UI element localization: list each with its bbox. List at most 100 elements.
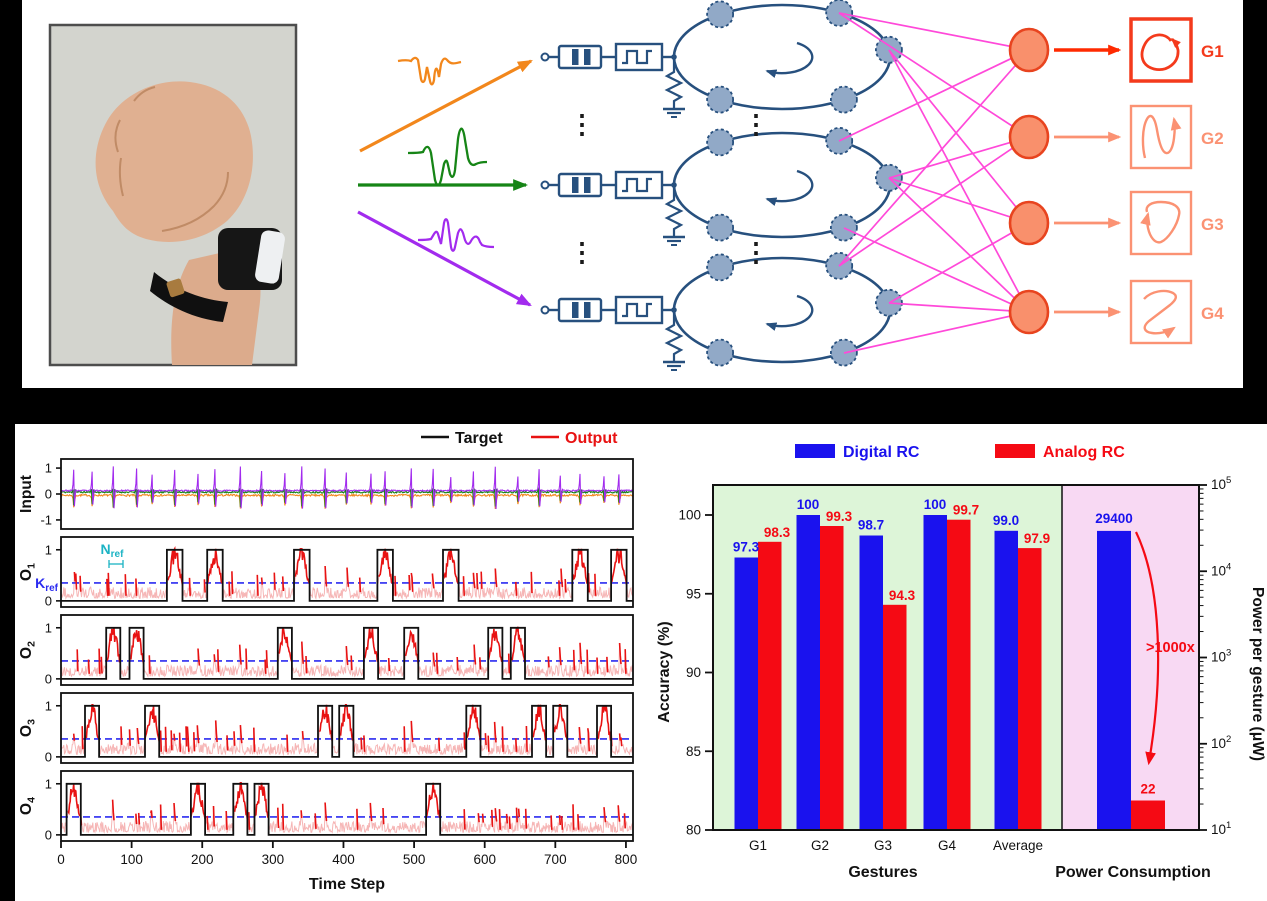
y-tick-label: 1 [45, 620, 52, 635]
power-tick-label: 105 [1211, 475, 1231, 492]
readout-weight-line [888, 49, 1030, 313]
x-tick-label: 800 [615, 852, 638, 867]
finger-creases [114, 86, 229, 232]
left-axis-title: Accuracy (%) [656, 621, 673, 722]
output-neuron-2 [1008, 114, 1050, 160]
legend-analog-swatch [995, 444, 1035, 458]
readout-connections [838, 12, 1030, 354]
gesture-glyph-g3-icon [1140, 200, 1181, 244]
gesture-label-g1: G1 [1201, 42, 1224, 61]
input-terminal-icon [540, 180, 550, 190]
legend-output-label: Output [565, 430, 618, 447]
gestures-section-label: Gestures [848, 864, 917, 881]
readout-weight-line [843, 227, 1030, 313]
cycle-arrow-icon [765, 294, 814, 331]
fist [95, 81, 253, 242]
panel-frame [60, 614, 634, 686]
reservoir-node [875, 35, 903, 64]
input-terminal-icon [540, 305, 550, 315]
output-trace-high [73, 545, 628, 596]
vdots-icon: ⋮ [743, 109, 769, 139]
bar-power-analog [1131, 800, 1165, 830]
power-tick-label: 102 [1211, 734, 1231, 751]
bar-digital-G4 [923, 515, 947, 830]
value-label-analog: 94.3 [889, 588, 916, 603]
readout-weight-line [888, 49, 1030, 224]
value-label-analog: 99.7 [953, 503, 979, 518]
panel-frame [60, 770, 634, 842]
value-label-digital: 100 [797, 497, 820, 512]
y-tick-label: 0 [45, 593, 52, 608]
value-label-analog: 98.3 [764, 525, 791, 540]
output-trace-low [60, 782, 634, 835]
target-trace [61, 548, 633, 602]
x-tick-label: 0 [57, 852, 65, 867]
accuracy-tick-label: 85 [686, 744, 701, 759]
readout-weight-line [838, 12, 1030, 138]
gesture-boxes [1129, 17, 1193, 345]
readout-weight-line [888, 177, 1030, 313]
accuracy-power-bar-chart: Digital RC Analog RC 80 85 90 95 100 101 102 10… [656, 444, 1266, 881]
purple-signal-icon [417, 218, 495, 252]
purple-input-arrow [357, 210, 532, 307]
shunt-resistor-icon [664, 185, 684, 237]
power-tick-label: 104 [1211, 561, 1231, 578]
output-trace-high [76, 626, 627, 674]
reservoir-node [706, 85, 734, 114]
x-tick-label: 600 [473, 852, 496, 867]
input-terminal-icon [540, 52, 550, 62]
gesture-label-g2: G2 [1201, 129, 1224, 148]
readout-weight-line [838, 12, 1030, 51]
x-tick-label: 500 [403, 852, 426, 867]
reservoir-ring [672, 3, 892, 111]
bar-analog-G1 [758, 541, 782, 830]
power-reduction-arrow [1135, 531, 1160, 766]
power-value-digital: 29400 [1095, 511, 1133, 526]
category-label: G3 [874, 838, 892, 853]
orange-signal-icon [397, 56, 462, 86]
accuracy-tick-label: 100 [678, 508, 701, 523]
y-tick-label: 1 [45, 776, 52, 791]
panel-label: O3 [18, 719, 38, 737]
power-reduction-annotation: >1000x [1146, 640, 1195, 656]
output-traces-chart: Target Output 10-1Input10O1NrefKref10O21… [18, 430, 638, 893]
category-label: G2 [811, 838, 829, 853]
vdots-icon: ⋮ [569, 237, 595, 267]
vdots-icon: ⋮ [569, 109, 595, 139]
gesture-glyph-g4-icon [1143, 289, 1178, 339]
reservoir-ring [672, 256, 892, 364]
x-tick-label: 300 [262, 852, 285, 867]
legend-target-label: Target [455, 430, 503, 447]
y-tick-label: 1 [45, 698, 52, 713]
power-value-analog: 22 [1140, 782, 1155, 797]
y-tick-label: -1 [40, 512, 52, 527]
reservoir-computing-diagram: ⋮ ⋮ ⋮ ⋮ G1 G2 G3 G4 [48, 0, 1224, 371]
bar-digital-G2 [796, 515, 820, 830]
bar-power-digital [1097, 530, 1131, 830]
power-tick-label: 103 [1211, 648, 1231, 665]
category-label: G1 [749, 838, 767, 853]
category-label: G4 [938, 838, 957, 853]
panel-frame [60, 458, 634, 530]
sensor-face [255, 230, 285, 284]
readout-weight-line [838, 136, 1030, 267]
green-signal-icon [407, 127, 488, 187]
orange-input-arrow [359, 59, 533, 153]
y-tick-label: 1 [45, 461, 52, 476]
resistor-block-icon [557, 172, 603, 198]
memristor-block-icon [614, 170, 664, 200]
bar-digital-G1 [734, 557, 758, 830]
memristor-block-icon [614, 295, 664, 325]
nref-label: Nref [101, 541, 125, 560]
bars-area: 80 85 90 95 100 101 102 103 104 105 97.3 98.3 G1 100 9… [678, 475, 1231, 853]
output-trace-low [61, 547, 634, 601]
y-tick-label: 0 [45, 827, 52, 842]
gesture-label-g4: G4 [1201, 304, 1224, 323]
bar-digital-Average [994, 530, 1018, 831]
accuracy-tick-label: 80 [686, 823, 701, 838]
bar-analog-G4 [947, 519, 971, 830]
power-section-label: Power Consumption [1055, 864, 1211, 881]
readout-weight-line [843, 311, 1030, 354]
